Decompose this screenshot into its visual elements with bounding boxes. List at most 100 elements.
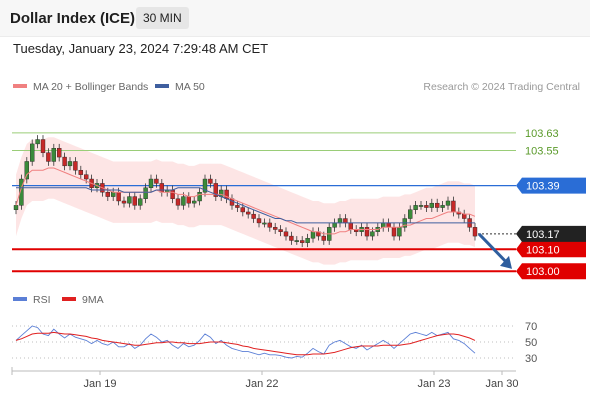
candle-body: [73, 161, 78, 171]
header-bar: Dollar Index (ICE) 30 MIN: [0, 0, 590, 37]
candle-body: [283, 231, 289, 237]
rsi-line: [15, 325, 476, 359]
ma20-line: [15, 167, 476, 235]
candle-body: [186, 196, 192, 204]
ma50-legend-swatch: [155, 84, 169, 88]
candle-body: [386, 222, 391, 228]
ma50-legend-label: MA 50: [175, 81, 205, 93]
candle-body: [343, 218, 348, 224]
candle-body: [170, 189, 175, 199]
candle-body: [262, 222, 267, 225]
rsi-legend-label: RSI: [33, 294, 51, 306]
candle-body: [19, 178, 24, 206]
level-label-r1: 103.55: [525, 145, 559, 157]
candle-body: [348, 222, 353, 230]
candle-body: [273, 227, 278, 230]
candle-body: [337, 218, 343, 224]
candle-body: [305, 238, 310, 243]
candle-body: [462, 213, 467, 219]
ma20-legend-label: MA 20 + Bollinger Bands: [33, 81, 148, 93]
candle-body: [310, 231, 316, 239]
candle-body: [159, 183, 165, 193]
candle-body: [127, 196, 132, 204]
level-tag-s1: [516, 241, 586, 258]
candle-body: [67, 161, 73, 167]
candle-body: [294, 240, 299, 242]
candle-body: [391, 227, 397, 237]
candle-body: [40, 139, 46, 153]
candle-body: [51, 148, 56, 162]
level-label-r2: 103.63: [525, 128, 559, 140]
instrument-title: Dollar Index (ICE): [10, 10, 136, 27]
timestamp: Tuesday, January 23, 2024 7:29:48 AM CET: [13, 41, 269, 56]
candle-body: [451, 200, 456, 213]
x-axis-label: Jan 19: [83, 378, 116, 390]
candle-body: [116, 191, 121, 202]
candle-body: [321, 235, 326, 241]
candle-body: [105, 191, 111, 197]
level-label-s2: 103.00: [526, 266, 560, 278]
candle-body: [256, 218, 262, 224]
candle-body: [24, 161, 29, 180]
candle-body: [413, 205, 418, 210]
candle-body: [110, 191, 116, 197]
candle-body: [424, 205, 429, 208]
candle-body: [202, 178, 208, 193]
rsi-ma-line: [15, 331, 476, 356]
rsi-ma-legend-swatch: [62, 297, 76, 301]
candle-body: [440, 205, 445, 208]
candle-body: [435, 202, 440, 208]
candle-body: [137, 198, 143, 206]
level-tag-pivot: [516, 177, 586, 194]
x-axis-label: Jan 23: [417, 378, 450, 390]
candle-body: [181, 196, 186, 206]
candle-body: [235, 205, 240, 208]
ma50-line: [16, 187, 475, 224]
candle-body: [289, 235, 294, 241]
candle-body: [13, 205, 19, 210]
candle-body: [132, 196, 138, 206]
candle-body: [267, 222, 272, 228]
credit-text: Research © 2024 Trading Central: [423, 81, 580, 93]
last-price-tag: [516, 225, 586, 242]
candle-body: [240, 207, 246, 213]
candle-body: [251, 213, 256, 219]
x-axis-label: Jan 22: [245, 378, 278, 390]
rsi-level-label: 70: [525, 321, 537, 333]
candle-body: [381, 222, 386, 228]
candle-body: [148, 178, 154, 189]
candle-body: [418, 205, 424, 207]
candle-body: [429, 202, 434, 208]
candle-body: [175, 198, 181, 206]
forecast-arrow-shaft: [477, 232, 508, 263]
candle-body: [62, 156, 67, 167]
rsi-ma-legend-label: 9MA: [82, 294, 104, 306]
candle-body: [197, 191, 202, 202]
candle-body: [35, 139, 40, 145]
candle-body: [408, 209, 413, 219]
level-label-pivot: 103.39: [526, 181, 560, 193]
level-label-s1: 103.10: [526, 244, 560, 256]
bollinger-band: [16, 137, 475, 265]
candle-body: [245, 211, 251, 215]
candle-body: [208, 178, 213, 184]
last-price-label: 103.17: [526, 229, 560, 241]
candle-body: [143, 187, 148, 199]
candle-body: [30, 143, 35, 162]
candle-body: [213, 183, 219, 197]
candle-body: [121, 200, 127, 204]
candle-body: [370, 231, 375, 237]
candle-body: [46, 152, 51, 162]
candle-body: [472, 227, 478, 237]
candle-body: [445, 200, 451, 206]
x-axis-label: Jan 30: [485, 378, 518, 390]
rsi-legend-swatch: [13, 297, 27, 301]
candle-body: [191, 200, 197, 204]
interval-badge[interactable]: 30 MIN: [136, 7, 189, 29]
candle-body: [154, 178, 159, 184]
candle-body: [300, 240, 305, 243]
ma20-legend-swatch: [13, 84, 27, 88]
candle-body: [332, 222, 337, 228]
